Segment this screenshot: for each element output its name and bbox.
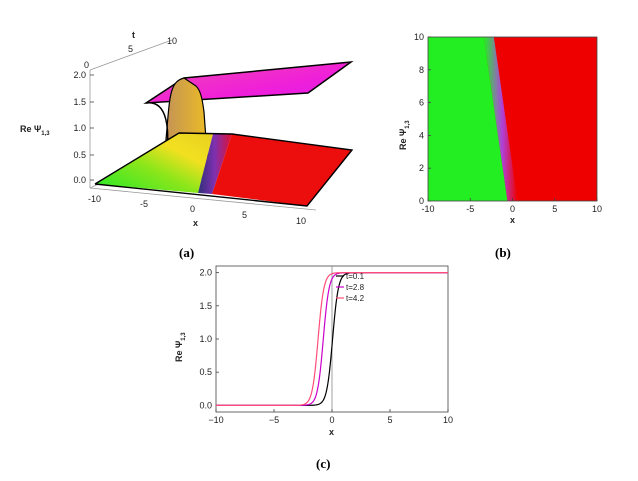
- panel-c-y-tick: 1.5: [199, 301, 212, 311]
- panel-c-x-tick: −5: [269, 415, 279, 425]
- panel-b-x-label: x: [510, 215, 515, 225]
- panel-c-series-line: [216, 272, 448, 406]
- panel-c-x-tick: −10: [208, 415, 223, 425]
- panel-a-z-label: Re Ψ1,3: [20, 124, 50, 137]
- panel-a-x-tick: 0: [190, 204, 195, 214]
- panel-b-x-tick: -5: [466, 204, 474, 214]
- panel-b-density-plot: -10 -5 0 5 10 0 2 4 6 8 10 Re Ψ1,3 x: [398, 32, 602, 225]
- panel-a-x-label: x: [193, 218, 198, 228]
- caption-a: (a): [179, 245, 194, 260]
- panel-b-green-region: [428, 37, 508, 201]
- panel-c-legend-label: t=2.8: [346, 283, 365, 292]
- panel-c-x-tick: 0: [329, 415, 334, 425]
- panel-b-y-tick: 8: [419, 65, 424, 75]
- panel-a-low-plateau-edge: [94, 132, 354, 207]
- panel-b-x-tick: 10: [592, 204, 602, 214]
- panel-b-y-tick: 2: [419, 163, 424, 173]
- panel-c-line-plot: −10 −5 0 5 10 0.0 0.5 1.0 1.5 2.0 t=0.1 t=2.8 t=4.2…: [174, 265, 453, 437]
- panel-a-z-tick: 0.5: [73, 150, 86, 160]
- panel-b-x-tick: 0: [510, 204, 515, 214]
- panel-a-surface-plot: 0.0 0.5 1.0 1.5 2.0 Re Ψ1,3 0 5 10 t -10…: [20, 30, 354, 228]
- panel-b-axes: -10 -5 0 5 10 0 2 4 6 8 10: [414, 32, 602, 214]
- panel-a-low-plateau-band: [198, 134, 232, 194]
- panel-a-t-axis: 0 5 10 t: [84, 30, 177, 70]
- caption-c: (c): [316, 456, 330, 471]
- panel-a-x-tick: 10: [296, 216, 306, 226]
- panel-c-axes: −10 −5 0 5 10 0.0 0.5 1.0 1.5 2.0: [199, 266, 453, 425]
- panel-a-z-axis: 0.0 0.5 1.0 1.5 2.0: [73, 70, 94, 185]
- panel-c-y-label: Re Ψ1,3: [174, 332, 187, 362]
- panel-b-y-tick: 0: [419, 196, 424, 206]
- panel-b-y-tick: 10: [414, 32, 424, 42]
- panel-b-plot-area: [428, 37, 597, 201]
- panel-b-y-label: Re Ψ1,3: [398, 120, 411, 150]
- panel-c-series: [216, 272, 448, 406]
- panel-a-x-tick: -10: [88, 194, 101, 204]
- panel-b-x-tick: 5: [552, 204, 557, 214]
- panel-b-boundary-band: [483, 37, 518, 201]
- panel-a-x-tick: -5: [140, 199, 148, 209]
- panel-c-legend: t=0.1 t=2.8 t=4.2: [336, 272, 365, 303]
- panel-b-y-tick: 4: [419, 130, 424, 140]
- panel-a-low-plateau-left: [95, 133, 213, 193]
- panel-c-x-label: x: [329, 427, 334, 437]
- panel-c-y-tick: 2.0: [199, 268, 212, 278]
- panel-c-legend-label: t=0.1: [346, 272, 365, 281]
- panel-a-t-tick: 10: [167, 36, 177, 46]
- panel-c-legend-label: t=4.2: [346, 294, 365, 303]
- panel-a-x-tick: 5: [242, 210, 247, 220]
- panel-a-t-tick: 5: [128, 44, 133, 54]
- panel-b-x-tick: -10: [421, 204, 434, 214]
- panel-a-z-tick: 2.0: [73, 70, 86, 80]
- panel-a-z-tick: 1.5: [73, 97, 86, 107]
- panel-c-x-tick: 10: [443, 415, 453, 425]
- panel-c-y-tick: 0.5: [199, 367, 212, 377]
- panel-a-t-label: t: [132, 30, 135, 40]
- panel-b-y-tick: 6: [419, 98, 424, 108]
- panel-a-low-plateau-right: [212, 134, 352, 206]
- panel-c-x-tick: 5: [387, 415, 392, 425]
- panel-a-z-tick: 0.0: [73, 175, 86, 185]
- panel-c-y-tick: 0.0: [199, 400, 212, 410]
- panel-a-t-tick: 0: [84, 60, 89, 70]
- panel-a-z-tick: 1.0: [73, 123, 86, 133]
- panel-a-x-axis: -10 -5 0 5 10 x: [88, 194, 306, 228]
- caption-b: (b): [495, 245, 511, 260]
- panel-c-y-tick: 1.0: [199, 334, 212, 344]
